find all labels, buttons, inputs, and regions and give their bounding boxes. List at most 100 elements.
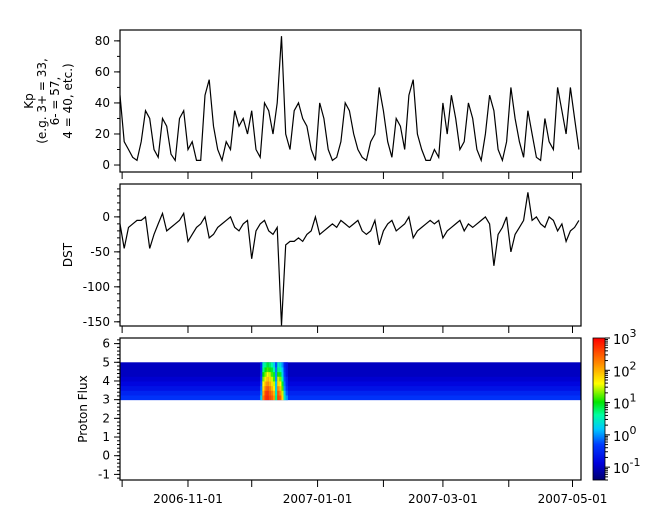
- heatmap-background-cell: [120, 380, 581, 387]
- heatmap-cell: [270, 366, 274, 373]
- y-tick-label: -150: [83, 315, 110, 329]
- heatmap-cell: [268, 394, 271, 401]
- heatmap-cell: [272, 390, 276, 396]
- heatmap-cell: [285, 390, 288, 396]
- heatmap-cell: [262, 371, 265, 377]
- y-tick-label: 0: [102, 210, 110, 224]
- heatmap-cell: [266, 394, 269, 401]
- y-tick-label: 80: [95, 34, 110, 48]
- heatmap-cell: [275, 366, 278, 373]
- colorbar-segment: [593, 450, 605, 452]
- heatmap-cell: [262, 394, 265, 401]
- heatmap-cell: [283, 380, 286, 387]
- colorbar-segment: [593, 363, 605, 365]
- heatmap-cell: [272, 380, 276, 387]
- heatmap-cell: [279, 362, 282, 368]
- colorbar-segment: [593, 339, 605, 341]
- heatmap-cell: [275, 394, 278, 401]
- heatmap-cell: [285, 380, 288, 387]
- heatmap-cell: [260, 362, 263, 368]
- heatmap-cell: [277, 380, 280, 387]
- y-axis-label: Proton Flux: [76, 375, 90, 442]
- heatmap-cell: [262, 380, 265, 387]
- y-axis-label-line: 6- = 57,: [48, 77, 62, 126]
- series-line: [120, 36, 580, 163]
- colorbar-segment: [593, 454, 605, 456]
- colorbar-segment: [593, 468, 605, 470]
- y-axis-label-line: 4 = 40, etc.): [61, 63, 75, 138]
- heatmap-cell: [279, 371, 282, 377]
- heatmap-cell: [260, 371, 263, 377]
- colorbar-segment: [593, 346, 605, 348]
- heatmap-cell: [260, 390, 263, 396]
- colorbar-segment: [593, 433, 605, 435]
- colorbar-segment: [593, 427, 605, 429]
- colorbar-segment: [593, 477, 605, 479]
- heatmap-cell: [275, 371, 278, 377]
- heatmap-cell: [272, 362, 276, 368]
- colorbar-segment: [593, 444, 605, 446]
- heatmap-background-cell: [120, 362, 581, 368]
- colorbar-segment: [593, 411, 605, 413]
- heatmap-cell: [270, 394, 274, 401]
- heatmap-cell: [283, 366, 286, 373]
- y-tick-label: -50: [90, 245, 110, 259]
- heatmap-cell: [266, 390, 269, 396]
- heatmap-background-cell: [120, 390, 581, 396]
- heatmap-cell: [266, 366, 269, 373]
- heatmap-cell: [283, 385, 286, 391]
- colorbar-segment: [593, 354, 605, 356]
- colorbar-segment: [593, 362, 605, 364]
- heatmap-cell: [281, 394, 284, 401]
- colorbar-segment: [593, 420, 605, 422]
- colorbar-segment: [593, 412, 605, 414]
- colorbar-tick-label: 101: [613, 392, 637, 413]
- y-tick-label: 20: [95, 127, 110, 141]
- colorbar-segment: [593, 431, 605, 433]
- colorbar-segment: [593, 442, 605, 444]
- heatmap-cell: [266, 371, 269, 377]
- heatmap-background-cell: [120, 385, 581, 391]
- tick-base: 10: [613, 462, 630, 477]
- colorbar-segment: [593, 397, 605, 399]
- plot-frame: [119, 29, 582, 173]
- heatmap-cell: [264, 394, 267, 401]
- heatmap-cell: [285, 394, 288, 401]
- colorbar-segment: [593, 423, 605, 425]
- colorbar-segment: [593, 373, 605, 375]
- dst-panel: 0 -50 -100 -150 DST: [61, 183, 582, 333]
- tick-base: 10: [613, 398, 630, 413]
- colorbar-segment: [593, 349, 605, 351]
- colorbar-segment: [593, 365, 605, 367]
- colorbar-segment: [593, 424, 605, 426]
- x-tick-label: 2006-11-01: [153, 492, 223, 506]
- heatmap-cell: [285, 376, 288, 382]
- colorbar-tick-label: 10-1: [613, 456, 641, 477]
- colorbar-segment: [593, 455, 605, 457]
- colorbar-segment: [593, 378, 605, 380]
- colorbar-segment: [593, 457, 605, 459]
- heatmap-cell: [285, 371, 288, 377]
- colorbar-segment: [593, 357, 605, 359]
- colorbar-segment: [593, 478, 605, 480]
- heatmap-cell: [270, 371, 274, 377]
- colorbar-segment: [593, 390, 605, 392]
- heatmap-cell: [277, 390, 280, 396]
- colorbar-segment: [593, 428, 605, 430]
- colorbar-segment: [593, 379, 605, 381]
- tick-exponent: 2: [630, 359, 637, 372]
- heatmap-cell: [279, 394, 282, 401]
- colorbar-segment: [593, 384, 605, 386]
- colorbar-segment: [593, 476, 605, 478]
- colorbar-segment: [593, 374, 605, 376]
- colorbar-segment: [593, 385, 605, 387]
- colorbar-segment: [593, 402, 605, 404]
- colorbar-segment: [593, 451, 605, 453]
- colorbar-segment: [593, 401, 605, 403]
- colorbar-segment: [593, 383, 605, 385]
- y-tick-label: 40: [95, 96, 110, 110]
- colorbar-segment: [593, 452, 605, 454]
- colorbar-segment: [593, 470, 605, 472]
- heatmap-cell: [281, 371, 284, 377]
- colorbar-segment: [593, 446, 605, 448]
